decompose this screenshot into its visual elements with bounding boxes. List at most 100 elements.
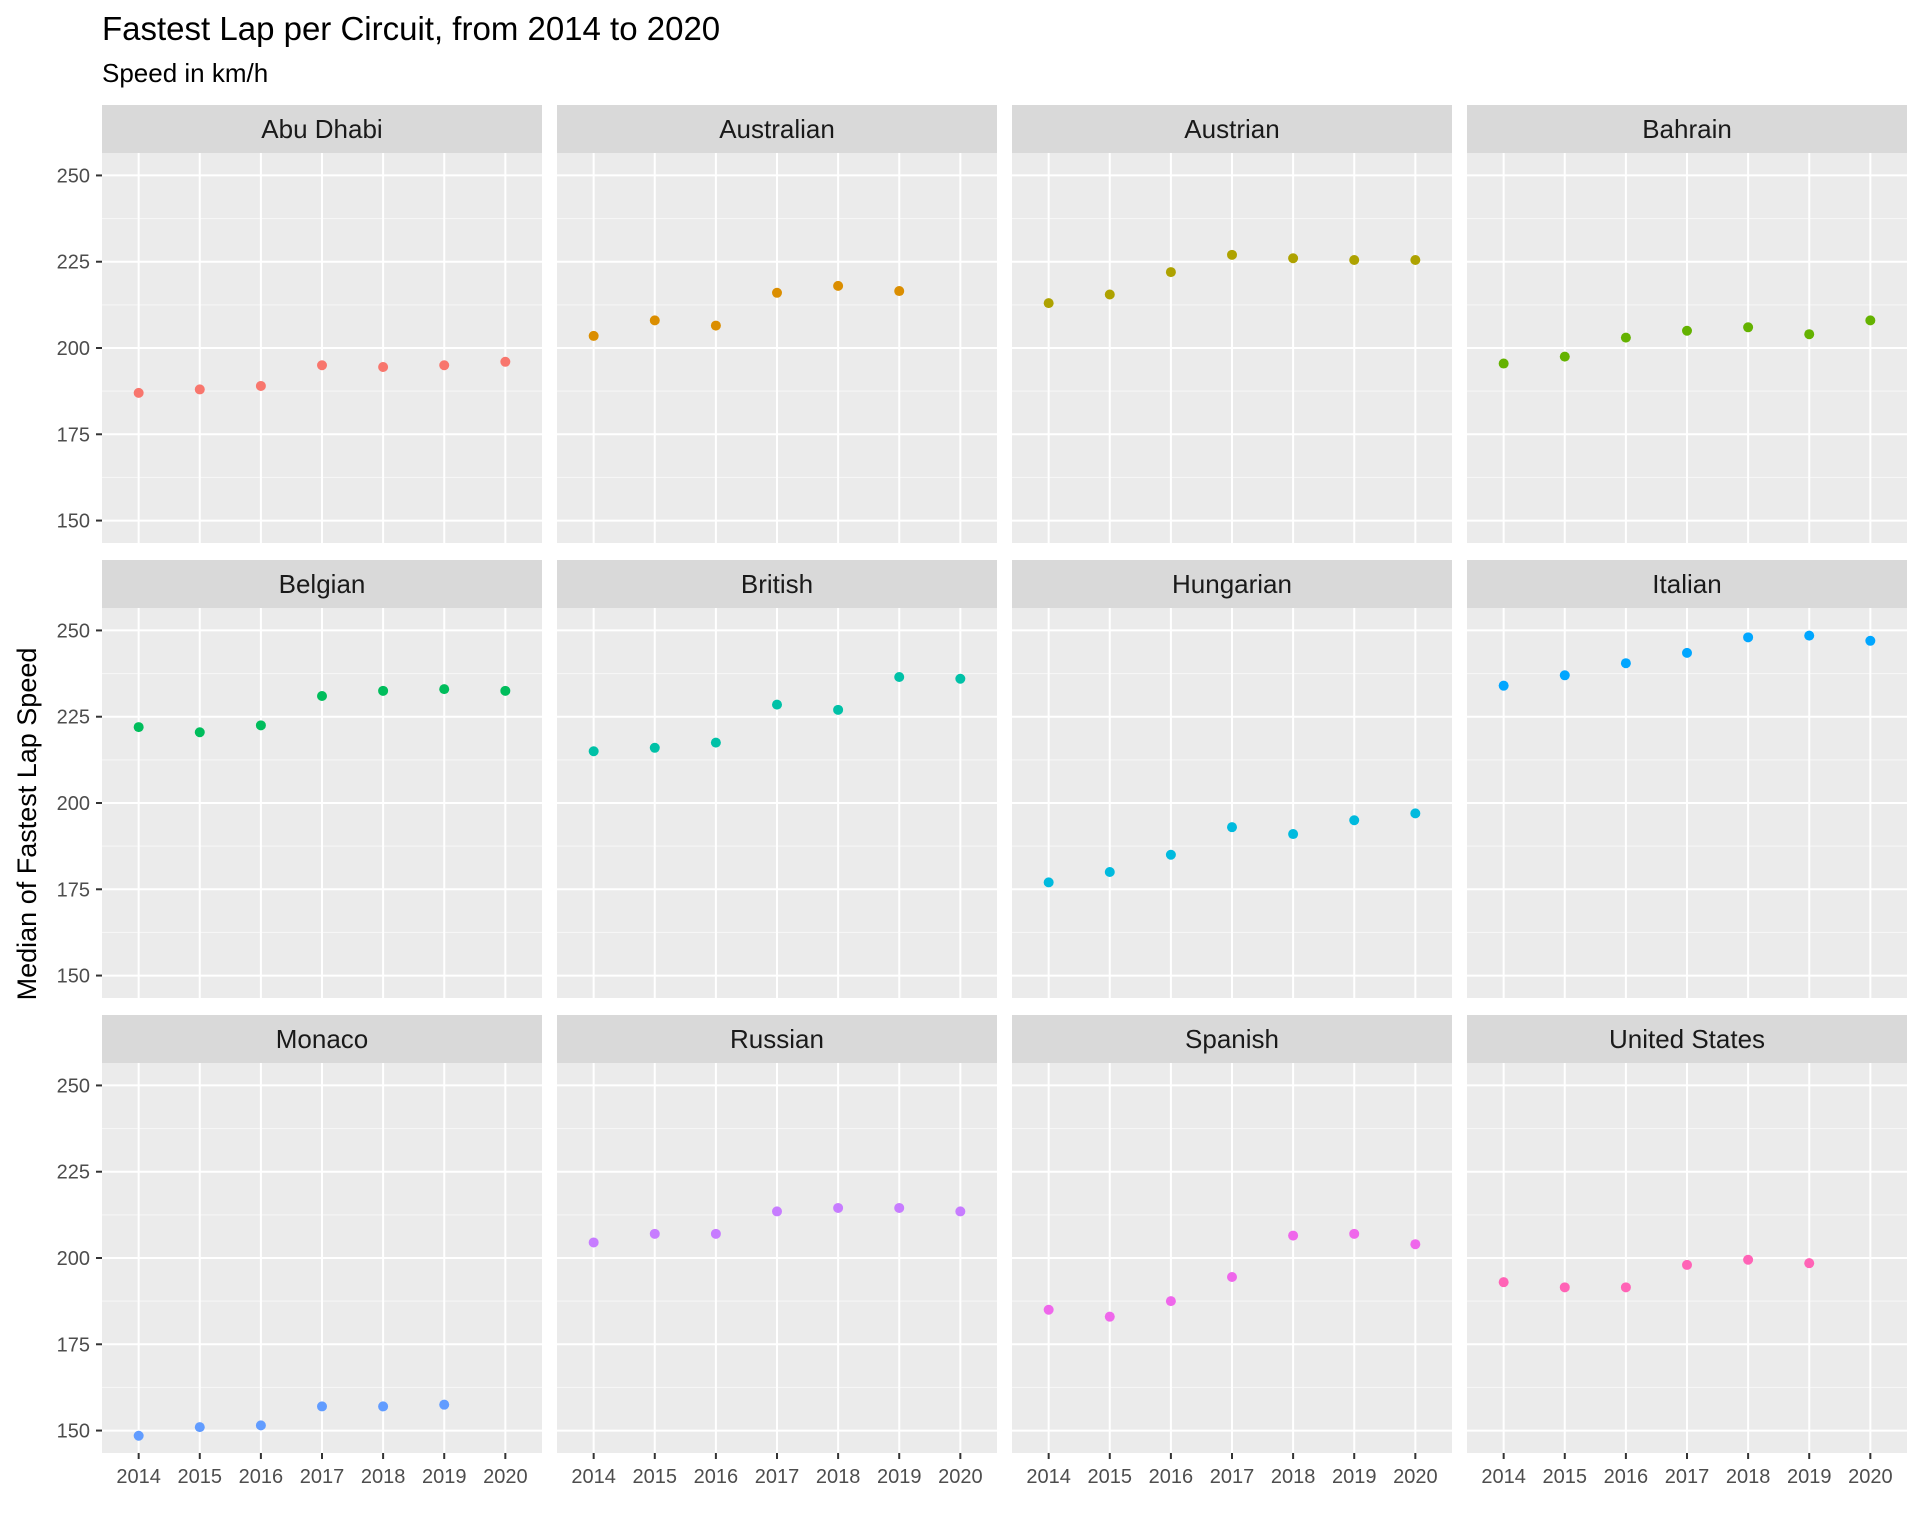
data-point-abu-dhabi-2017	[317, 360, 327, 371]
data-point-bahrain-2019	[1804, 329, 1815, 340]
y-tick-label: 175	[57, 1334, 90, 1356]
facet-italian: Italian	[1467, 560, 1907, 998]
data-point-austrian-2017	[1227, 249, 1237, 260]
data-point-austrian-2019	[1349, 254, 1360, 265]
x-tick-label: 2014	[1026, 1466, 1071, 1488]
strip-monaco	[102, 1015, 542, 1063]
data-point-hungarian-2014	[1043, 877, 1054, 888]
x-tick-label: 2017	[1665, 1466, 1710, 1488]
data-point-austrian-2014	[1043, 298, 1054, 309]
data-point-united-states-2015	[1559, 1282, 1570, 1293]
data-point-bahrain-2017	[1682, 325, 1692, 336]
data-point-spanish-2019	[1349, 1228, 1360, 1239]
x-tick-label: 2015	[1543, 1466, 1588, 1488]
y-tick-label: 150	[57, 511, 90, 533]
data-point-belgian-2017	[317, 691, 327, 702]
data-point-belgian-2018	[378, 685, 389, 696]
data-point-bahrain-2018	[1743, 322, 1754, 333]
data-point-abu-dhabi-2018	[378, 361, 389, 372]
data-point-italian-2019	[1804, 630, 1815, 641]
facet-australian: Australian	[557, 105, 997, 543]
facet-austrian: Austrian	[1012, 105, 1452, 543]
y-tick-label: 175	[57, 879, 90, 901]
data-point-spanish-2018	[1288, 1230, 1299, 1241]
data-point-british-2015	[649, 742, 660, 753]
data-point-british-2014	[588, 746, 599, 757]
data-point-russian-2020	[955, 1206, 966, 1217]
y-tick-label: 250	[57, 165, 90, 187]
y-tick-label: 200	[57, 338, 90, 360]
facet-abu-dhabi: Abu Dhabi 150 175 200 225 250	[57, 105, 542, 543]
y-tick-label: 150	[57, 966, 90, 988]
chart-title: Fastest Lap per Circuit, from 2014 to 20…	[102, 10, 721, 47]
data-point-italian-2018	[1743, 632, 1754, 643]
facet-british: British	[557, 560, 997, 998]
strip-label-abu-dhabi: Abu Dhabi	[261, 114, 382, 144]
y-tick-label: 175	[57, 424, 90, 446]
data-point-australian-2014	[588, 330, 599, 341]
data-point-monaco-2016	[255, 1420, 266, 1431]
strip-australian	[557, 105, 997, 153]
x-tick-label: 2017	[755, 1466, 800, 1488]
y-tick-label: 150	[57, 1421, 90, 1443]
data-point-united-states-2017	[1682, 1259, 1692, 1270]
data-point-australian-2017	[772, 287, 782, 298]
data-point-spanish-2020	[1410, 1239, 1421, 1250]
chart-subtitle: Speed in km/h	[102, 58, 269, 88]
data-point-monaco-2014	[133, 1430, 144, 1441]
data-point-italian-2014	[1498, 680, 1509, 691]
x-tick-label: 2015	[178, 1466, 223, 1488]
x-tick-label: 2016	[694, 1466, 739, 1488]
x-tick-label: 2020	[483, 1466, 528, 1488]
y-axis-label: Median of Fastest Lap Speed	[12, 648, 42, 1001]
data-point-australian-2015	[649, 315, 660, 326]
data-point-belgian-2019	[439, 684, 450, 695]
data-point-hungarian-2020	[1410, 808, 1421, 819]
data-point-british-2018	[833, 704, 844, 715]
data-point-bahrain-2015	[1559, 351, 1570, 362]
data-point-australian-2019	[894, 286, 905, 297]
data-point-bahrain-2020	[1865, 315, 1876, 326]
data-point-belgian-2015	[194, 727, 205, 738]
strip-label-italian: Italian	[1652, 569, 1721, 599]
data-point-hungarian-2016	[1165, 849, 1176, 860]
x-tick-label: 2017	[1210, 1466, 1255, 1488]
data-point-russian-2017	[772, 1206, 782, 1217]
x-tick-label: 2020	[938, 1466, 983, 1488]
strip-united-states	[1467, 1015, 1907, 1063]
strip-abu-dhabi	[102, 105, 542, 153]
y-tick-label: 250	[57, 620, 90, 642]
data-point-hungarian-2017	[1227, 822, 1237, 833]
strip-label-bahrain: Bahrain	[1642, 114, 1732, 144]
data-point-monaco-2018	[378, 1401, 389, 1412]
strip-label-belgian: Belgian	[279, 569, 366, 599]
y-tick-label: 200	[57, 1248, 90, 1270]
data-point-spanish-2015	[1104, 1311, 1115, 1322]
data-point-austrian-2020	[1410, 254, 1421, 265]
strip-label-spanish: Spanish	[1185, 1024, 1279, 1054]
y-tick-label: 200	[57, 793, 90, 815]
x-tick-label: 2018	[816, 1466, 861, 1488]
data-point-russian-2019	[894, 1202, 905, 1213]
facet-belgian: Belgian 150 175 200 225 250	[57, 560, 542, 998]
data-point-bahrain-2014	[1498, 358, 1509, 369]
data-point-british-2019	[894, 672, 905, 683]
strip-label-united-states: United States	[1609, 1024, 1765, 1054]
facet-bahrain: Bahrain	[1467, 105, 1907, 543]
strip-russian	[557, 1015, 997, 1063]
x-tick-label: 2018	[361, 1466, 406, 1488]
x-tick-label: 2016	[1149, 1466, 1194, 1488]
x-tick-label: 2017	[300, 1466, 345, 1488]
strip-bahrain	[1467, 105, 1907, 153]
x-tick-label: 2015	[633, 1466, 678, 1488]
x-tick-label: 2018	[1726, 1466, 1771, 1488]
x-tick-label: 2014	[1481, 1466, 1526, 1488]
data-point-australian-2016	[710, 320, 721, 331]
strip-label-austrian: Austrian	[1184, 114, 1279, 144]
data-point-belgian-2014	[133, 722, 144, 733]
data-point-spanish-2016	[1165, 1296, 1176, 1307]
data-point-austrian-2016	[1165, 267, 1176, 278]
x-tick-label: 2020	[1848, 1466, 1893, 1488]
data-point-italian-2020	[1865, 635, 1876, 646]
data-point-united-states-2016	[1620, 1282, 1631, 1293]
